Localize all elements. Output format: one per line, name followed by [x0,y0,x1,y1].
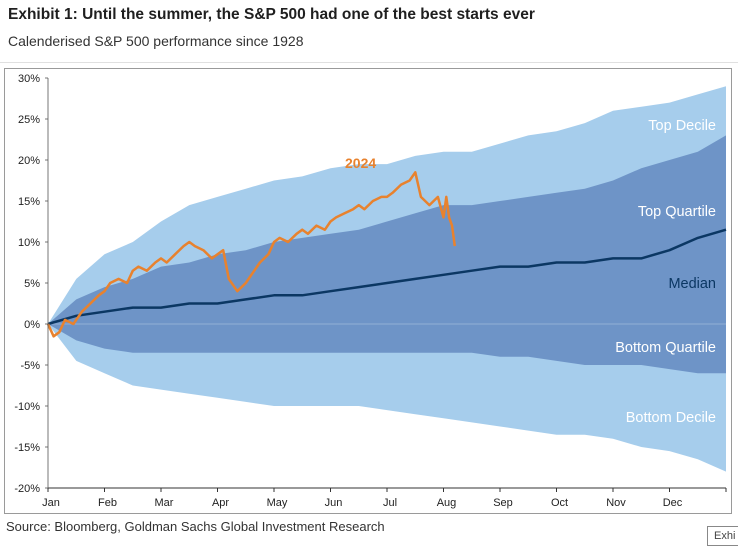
y-tick-label: 0% [24,319,40,331]
y-tick-label: 10% [18,237,40,249]
label-top-decile: Top Decile [648,118,716,134]
y-tick-label: -5% [20,360,40,372]
y-tick-label: -15% [14,442,40,454]
x-tick-label: Feb [98,497,117,509]
axis-layer: -20% -15% -10% -5% 0% 5% 10% 15% 20% 25% 30% Jan Feb… [14,73,727,509]
chart-title: Exhibit 1: Until the summer, the S&P 500… [8,6,535,23]
y-tick-label: -10% [14,401,40,413]
label-bottom-quartile: Bottom Quartile [615,340,716,356]
x-tick-label: Jun [325,497,343,509]
y-tick-label: 25% [18,114,40,126]
label-top-quartile: Top Quartile [638,204,716,220]
label-bottom-decile: Bottom Decile [626,410,716,426]
median-line [47,228,727,326]
y-tick-label: -20% [14,483,40,495]
x-tick-label: Aug [437,497,457,509]
label-median: Median [668,276,716,292]
line-2024 [46,171,457,338]
x-tick-label: Jan [42,497,60,509]
band-layer [48,86,726,472]
source-note: Source: Bloomberg, Goldman Sachs Global … [6,519,385,534]
x-tick-label: Sep [493,497,513,509]
label-layer: Top Decile Top Quartile Median Bottom Quart… [345,118,716,426]
y-tick-label: 5% [24,278,40,290]
y-tick-label: 20% [18,155,40,167]
quartile-band [48,135,726,374]
x-tick-label: Apr [212,497,229,509]
x-tick-label: Nov [606,497,626,509]
x-tick-label: Mar [155,497,174,509]
x-tick-label: Jul [383,497,397,509]
x-tick-label: May [267,497,288,509]
x-tick-label: Oct [551,497,568,509]
header-divider [0,62,738,63]
chart-subtitle: Calenderised S&P 500 performance since 1… [8,33,304,49]
line-layer [46,171,727,338]
exhibit-tag: Exhi [707,526,738,546]
label-2024: 2024 [345,155,376,171]
x-tick-label: Dec [663,497,683,509]
y-tick-label: 15% [18,196,40,208]
y-tick-label: 30% [18,73,40,85]
